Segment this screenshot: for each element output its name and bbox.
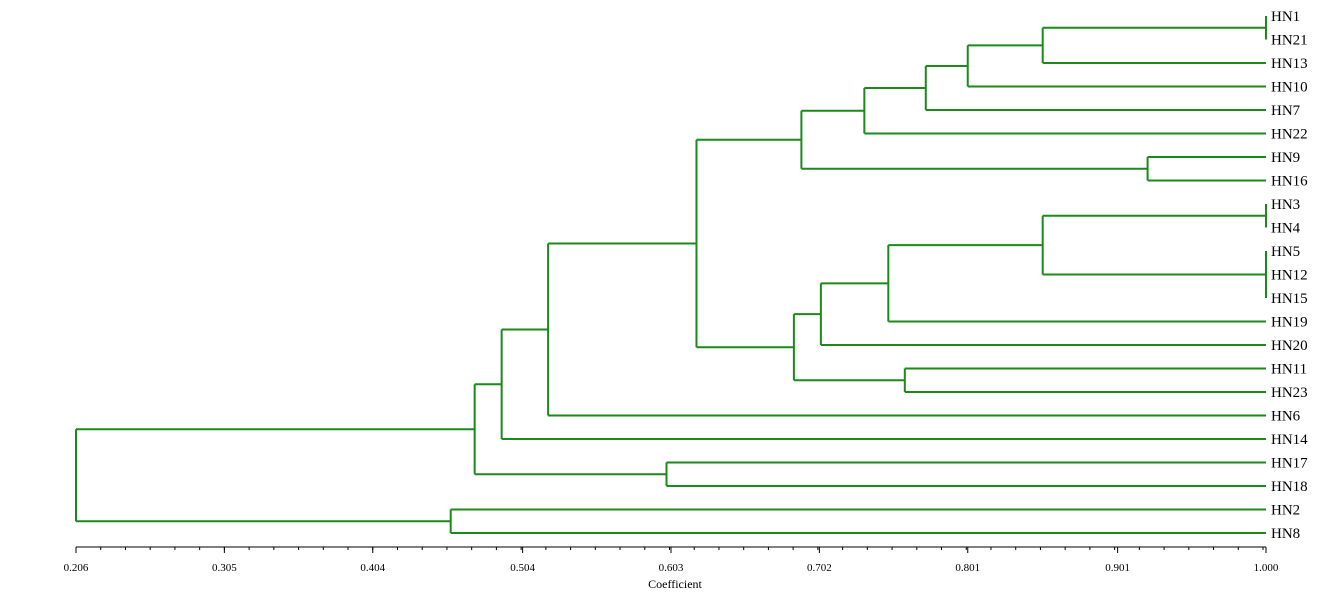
dendrogram-branches <box>75 16 1267 534</box>
leaf-label: HN18 <box>1271 479 1308 495</box>
leaf-label: HN22 <box>1271 127 1308 143</box>
leaf-label: HN20 <box>1271 338 1308 354</box>
tick-label: 0.206 <box>64 562 89 574</box>
tick-label: 0.801 <box>955 562 980 574</box>
leaf-labels: HN1 HN21 HN13 HN10 HN7 HN22 HN9 HN16 HN3 HN4 HN5 HN… <box>1271 9 1308 542</box>
tick-label: 0.603 <box>659 562 684 574</box>
leaf-label: HN17 <box>1271 456 1308 472</box>
leaf-label: HN2 <box>1271 503 1300 519</box>
x-axis-title: Coefficient <box>648 577 702 591</box>
leaf-label: HN13 <box>1271 56 1308 72</box>
leaf-label: HN14 <box>1271 432 1308 448</box>
leaf-label: HN4 <box>1271 221 1301 237</box>
x-axis-ticks: 0.206 0.305 0.404 0.504 0.603 0.702 0.801 0.901… <box>64 547 1279 574</box>
leaf-label: HN3 <box>1271 197 1300 213</box>
tick-label: 0.404 <box>360 562 385 574</box>
leaf-label: HN6 <box>1271 409 1301 425</box>
leaf-label: HN19 <box>1271 315 1308 331</box>
x-axis: 0.206 0.305 0.404 0.504 0.603 0.702 0.801 0.901… <box>64 546 1279 591</box>
leaf-label: HN21 <box>1271 33 1308 49</box>
leaf-label: HN15 <box>1271 291 1308 307</box>
leaf-label: HN8 <box>1271 526 1300 542</box>
leaf-label: HN16 <box>1271 174 1308 190</box>
leaf-label: HN11 <box>1271 362 1307 378</box>
leaf-label: HN7 <box>1271 103 1301 119</box>
leaf-label: HN1 <box>1271 9 1300 25</box>
leaf-label: HN9 <box>1271 150 1300 166</box>
tick-label: 0.901 <box>1105 562 1130 574</box>
leaf-label: HN10 <box>1271 80 1308 96</box>
leaf-label: HN5 <box>1271 244 1300 260</box>
leaf-label: HN12 <box>1271 268 1308 284</box>
tick-label: 1.000 <box>1254 562 1279 574</box>
tick-label: 0.702 <box>807 562 832 574</box>
leaf-label: HN23 <box>1271 385 1308 401</box>
tick-label: 0.504 <box>510 562 535 574</box>
tick-label: 0.305 <box>212 562 237 574</box>
